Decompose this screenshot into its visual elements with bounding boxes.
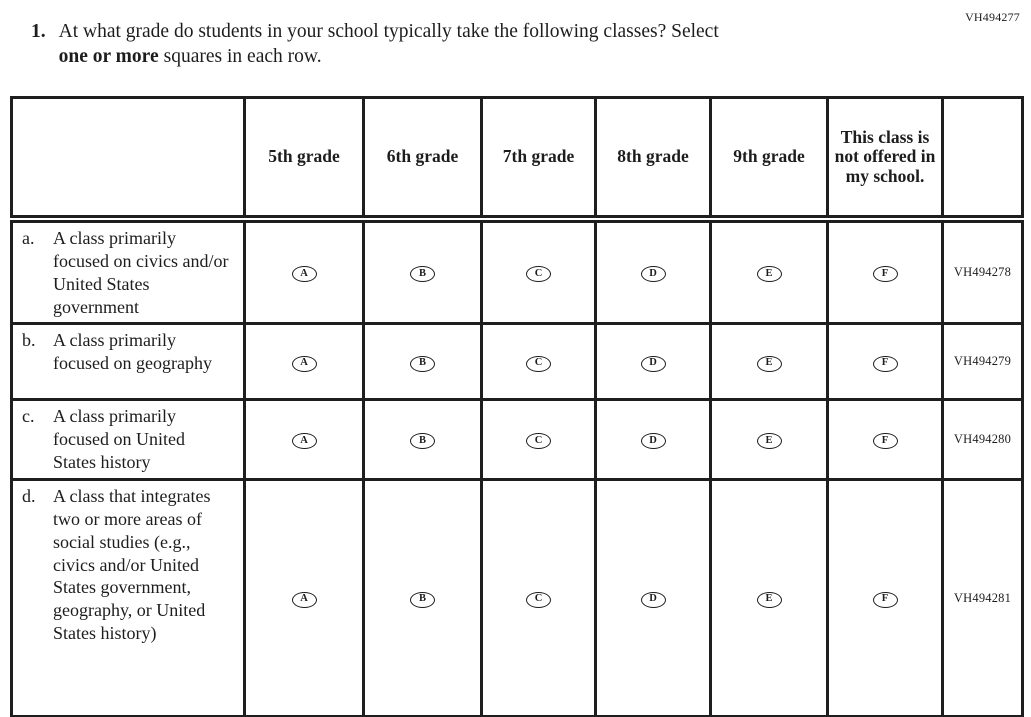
row-label-cell: b. A class primarily focused on geograph… [10,322,246,402]
option-cell: F [826,398,944,482]
option-bubble-f[interactable]: F [872,433,898,450]
row-label-cell: c. A class primarily focused on United S… [10,398,246,482]
option-bubble-d[interactable]: D [640,266,666,283]
option-bubble-e[interactable]: E [756,433,782,450]
option-cell: C [480,398,597,482]
row-code: VH494280 [941,398,1024,482]
column-header-5th-grade: 5th grade [243,96,365,223]
option-cell: C [480,322,597,402]
option-bubble-e[interactable]: E [756,591,782,608]
option-cell: A [243,398,365,482]
option-cell: E [709,478,829,717]
option-bubble-c[interactable]: C [526,591,551,608]
column-header-8th-grade: 8th grade [594,96,712,223]
option-bubble-f[interactable]: F [872,355,898,372]
option-bubble-d[interactable]: D [640,355,666,372]
row-letter: a. [22,228,35,248]
table-row: a. A class primarily focused on civics a… [10,217,1024,326]
code-column-header [941,96,1024,223]
option-cell: D [594,478,712,717]
row-code: VH494278 [941,217,1024,326]
table-row: b. A class primarily focused on geograph… [10,322,1024,402]
option-cell: A [243,217,365,326]
option-cell: B [362,478,483,717]
option-cell: B [362,217,483,326]
option-bubble-f[interactable]: F [872,266,898,283]
option-bubble-b[interactable]: B [410,266,435,283]
option-cell: A [243,478,365,717]
table-header: 5th grade 6th grade 7th grade 8th grade … [10,96,1024,223]
option-cell: E [709,322,829,402]
option-bubble-b[interactable]: B [410,591,435,608]
option-bubble-c[interactable]: C [526,266,551,283]
row-code: VH494279 [941,322,1024,402]
question: 1. At what grade do students in your sch… [31,19,719,70]
question-text: At what grade do students in your school… [59,19,719,70]
row-letter: d. [22,486,36,507]
option-bubble-d[interactable]: D [640,433,666,450]
option-cell: C [480,217,597,326]
question-bold-text: one or more [58,46,159,68]
column-header-7th-grade: 7th grade [480,96,597,223]
option-cell: D [594,322,712,402]
grade-selection-table: 5th grade 6th grade 7th grade 8th grade … [10,96,1024,717]
option-bubble-a[interactable]: A [291,355,317,372]
option-cell: D [594,398,712,482]
option-cell: B [362,322,483,402]
option-bubble-d[interactable]: D [640,591,666,608]
row-label: A class primarily focused on United Stat… [53,406,185,473]
row-letter: b. [22,330,36,351]
option-cell: D [594,217,712,326]
table-body: a. A class primarily focused on civics a… [10,217,1024,717]
question-number: 1. [31,21,46,42]
option-bubble-a[interactable]: A [291,433,317,450]
row-label: A class primarily focused on civics and/… [53,228,229,317]
table-row: c. A class primarily focused on United S… [10,398,1024,482]
option-bubble-a[interactable]: A [291,266,317,283]
option-cell: F [826,478,944,717]
row-code: VH494281 [941,478,1024,717]
option-bubble-a[interactable]: A [291,591,317,608]
option-cell: A [243,322,365,402]
option-cell: F [826,217,944,326]
option-cell: E [709,398,829,482]
option-bubble-e[interactable]: E [756,266,782,283]
row-label: A class primarily focused on geography [53,330,212,374]
option-cell: F [826,322,944,402]
question-text-after: squares in each row. [163,46,322,68]
form-code: VH494277 [965,10,1020,24]
row-label-cell: d. A class that integrates two or more a… [10,478,246,717]
option-cell: B [362,398,483,482]
column-header-9th-grade: 9th grade [709,96,829,223]
column-header-not-offered: This class is not offered in my school. [826,96,944,223]
option-bubble-f[interactable]: F [872,591,898,608]
option-bubble-b[interactable]: B [410,433,435,450]
table-row: d. A class that integrates two or more a… [10,478,1024,717]
option-cell: C [480,478,597,717]
row-label-cell: a. A class primarily focused on civics a… [10,217,246,326]
option-bubble-e[interactable]: E [756,355,782,372]
option-bubble-c[interactable]: C [526,355,551,372]
option-cell: E [709,217,829,326]
row-label: A class that integrates two or more area… [53,486,211,644]
row-letter: c. [22,406,35,427]
header-row: 5th grade 6th grade 7th grade 8th grade … [10,96,1024,223]
corner-cell [10,96,246,223]
option-bubble-b[interactable]: B [410,355,435,372]
column-header-6th-grade: 6th grade [362,96,483,223]
option-bubble-c[interactable]: C [526,433,551,450]
question-text-line1: At what grade do students in your school… [58,21,719,42]
